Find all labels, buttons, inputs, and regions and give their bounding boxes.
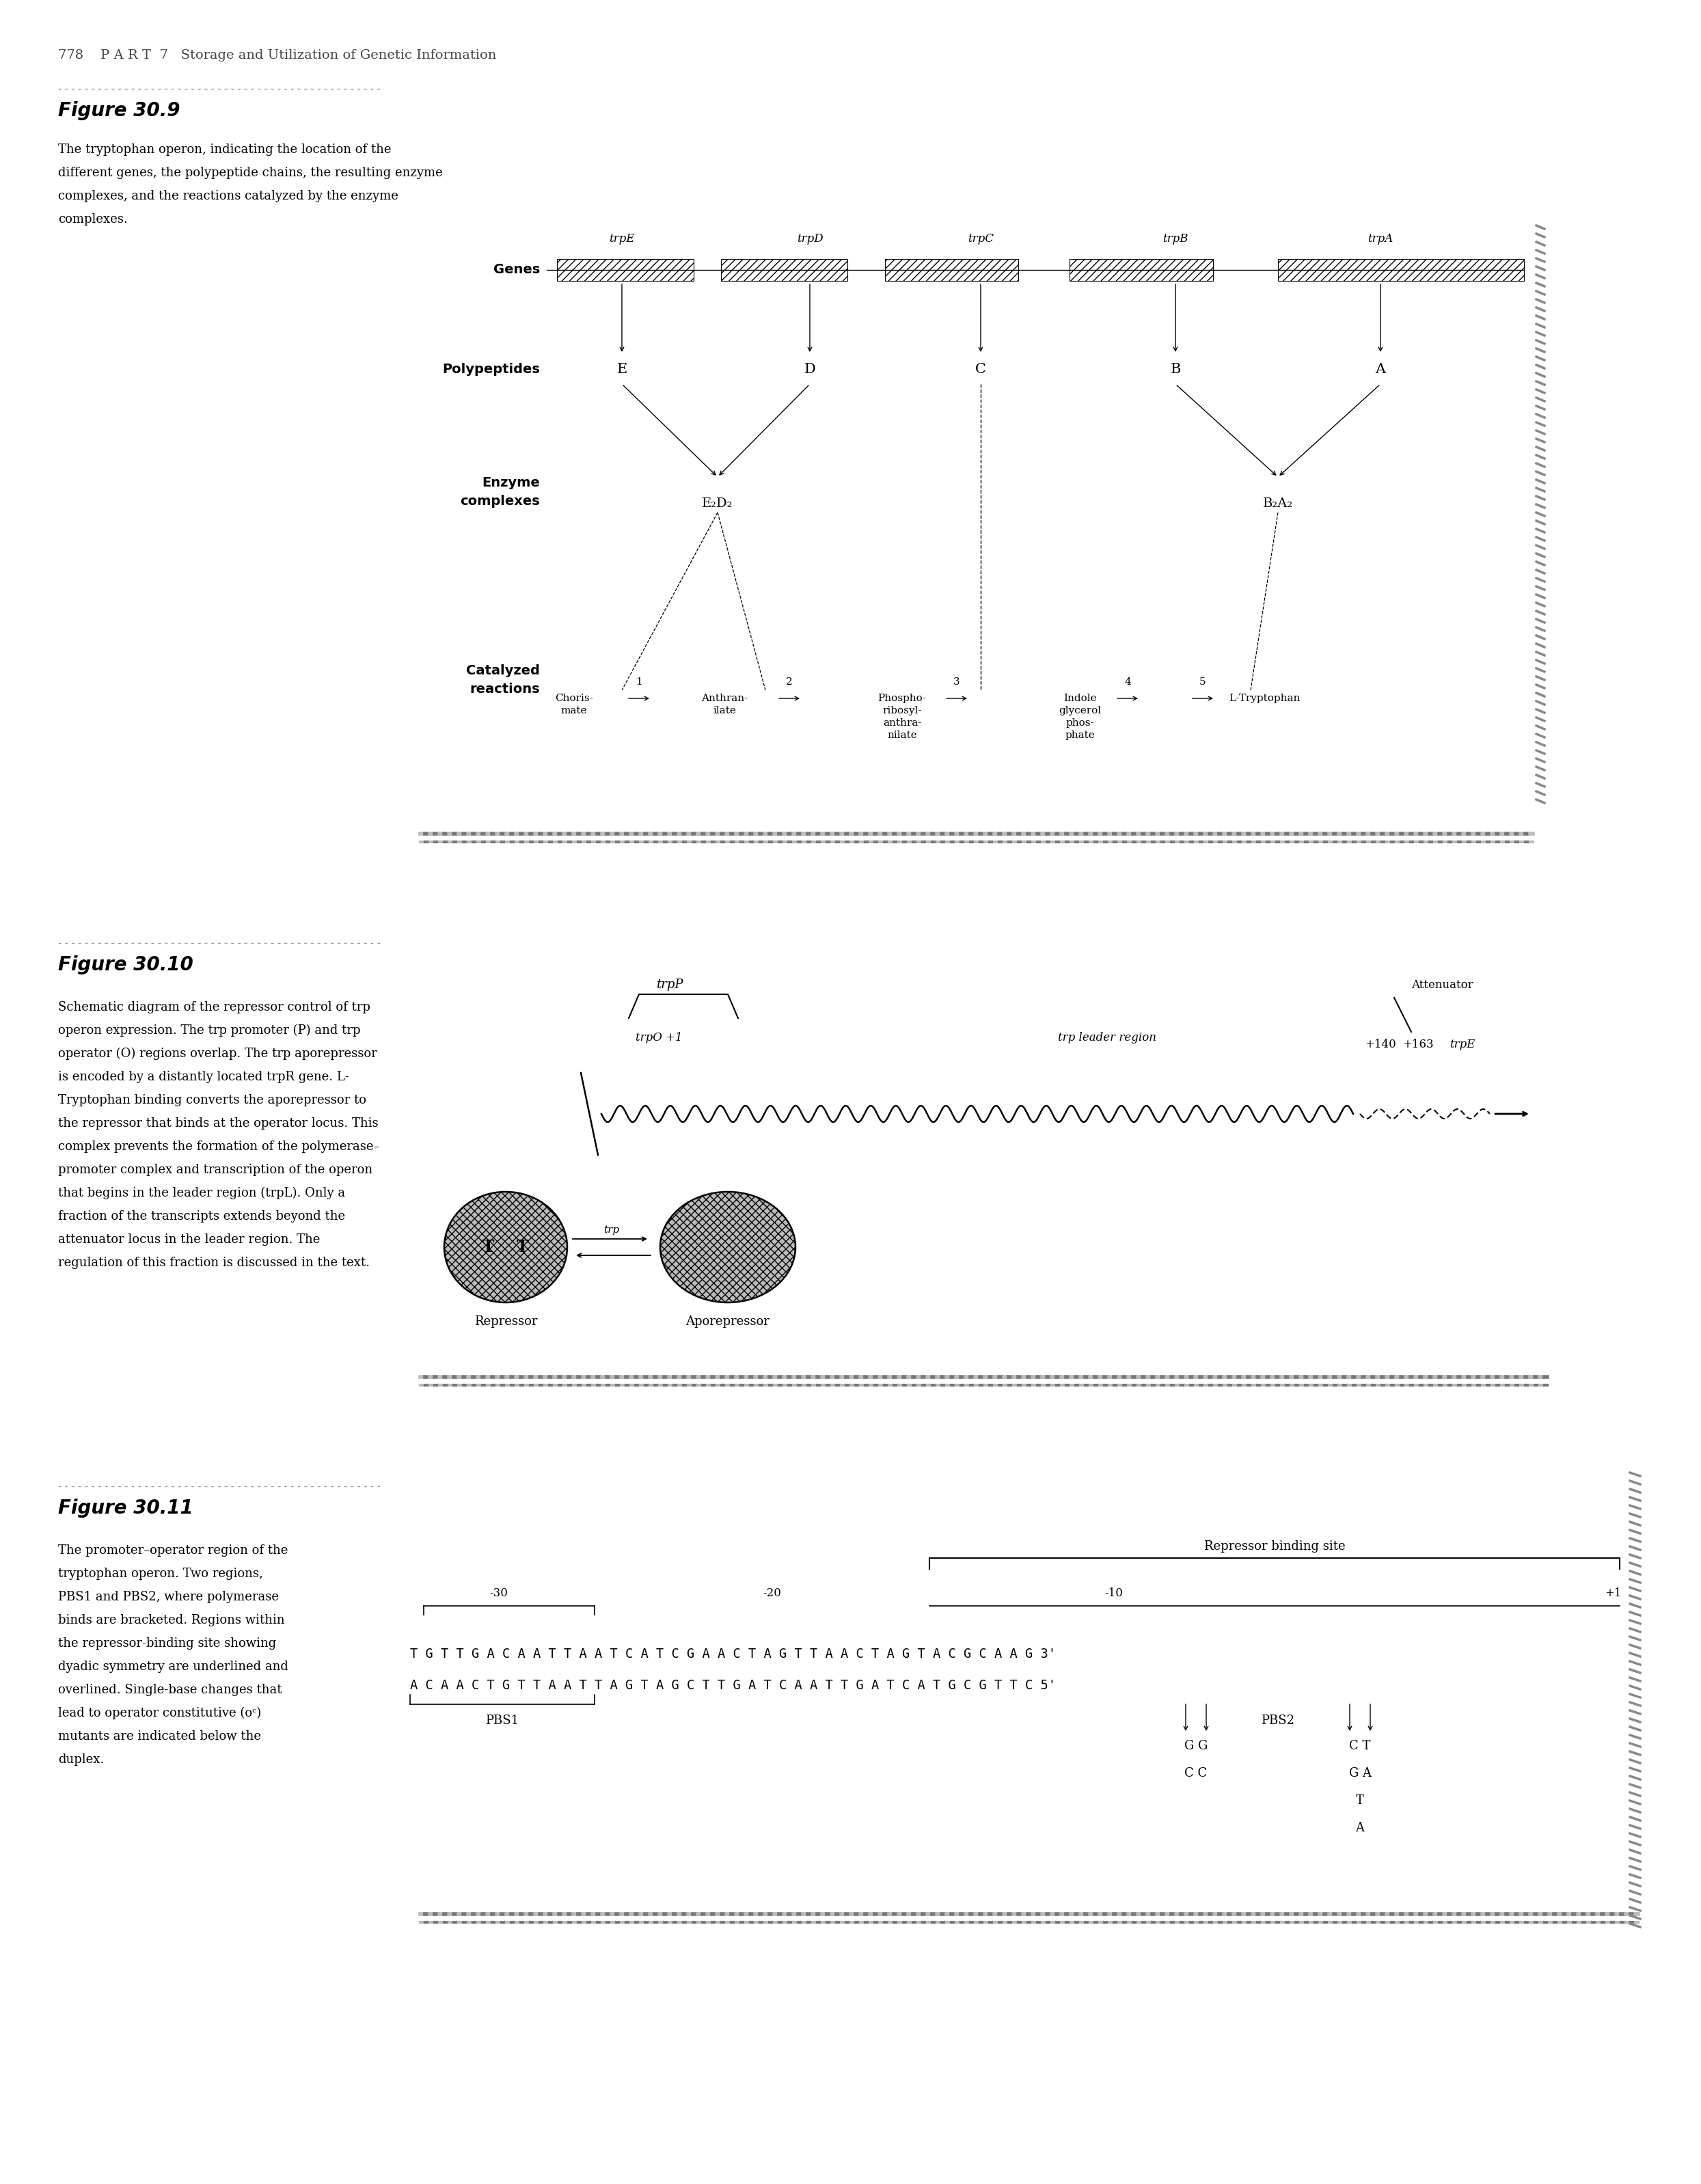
Text: A C A A C T G T T A A T T A G T A G C T T G A T C A A T T G A T C A T G C G T T : A C A A C T G T T A A T T A G T A G C T …: [410, 1679, 1056, 1693]
Ellipse shape: [444, 1192, 566, 1302]
Text: Polypeptides: Polypeptides: [442, 363, 539, 376]
Text: trp: trp: [604, 1225, 619, 1234]
Text: Genes: Genes: [493, 264, 539, 277]
Text: G A: G A: [1349, 1767, 1371, 1780]
Text: 2: 2: [786, 677, 793, 686]
Text: C C: C C: [1184, 1767, 1208, 1780]
Text: dyadic symmetry are underlined and: dyadic symmetry are underlined and: [58, 1660, 287, 1673]
Text: binds are bracketed. Regions within: binds are bracketed. Regions within: [58, 1614, 284, 1627]
Ellipse shape: [660, 1192, 796, 1302]
Text: Anthran-
ilate: Anthran- ilate: [701, 695, 748, 716]
Text: operator (O) regions overlap. The trp aporepressor: operator (O) regions overlap. The trp ap…: [58, 1048, 378, 1059]
Text: L-Tryptophan: L-Tryptophan: [1228, 695, 1300, 703]
Text: 3: 3: [954, 677, 959, 686]
Text: T: T: [517, 1238, 529, 1256]
Bar: [556, 260, 694, 282]
Text: 5: 5: [1199, 677, 1206, 686]
Text: T: T: [483, 1238, 495, 1256]
Text: Schematic diagram of the repressor control of trp: Schematic diagram of the repressor contr…: [58, 1000, 371, 1013]
Text: fraction of the transcripts extends beyond the: fraction of the transcripts extends beyo…: [58, 1210, 345, 1223]
Text: is encoded by a distantly located trpR gene. L-: is encoded by a distantly located trpR g…: [58, 1070, 349, 1083]
Text: trpE: trpE: [1449, 1040, 1475, 1051]
Text: that begins in the leader region (trpL). Only a: that begins in the leader region (trpL).…: [58, 1186, 345, 1199]
Text: Figure 30.11: Figure 30.11: [58, 1498, 194, 1518]
Text: -10: -10: [1104, 1588, 1123, 1599]
Text: B₂A₂: B₂A₂: [1262, 498, 1293, 509]
Bar: [1070, 260, 1213, 282]
Text: trpO +1: trpO +1: [636, 1031, 682, 1044]
Text: Figure 30.9: Figure 30.9: [58, 100, 180, 120]
Text: Aporepressor: Aporepressor: [686, 1315, 771, 1328]
Text: complexes.: complexes.: [58, 214, 128, 225]
Text: duplex.: duplex.: [58, 1754, 104, 1767]
Text: -20: -20: [764, 1588, 781, 1599]
Text: trpC: trpC: [968, 234, 993, 245]
Text: operon expression. The trp promoter (P) and trp: operon expression. The trp promoter (P) …: [58, 1024, 361, 1037]
Text: mutants are indicated below the: mutants are indicated below the: [58, 1730, 260, 1743]
Text: trpD: trpD: [796, 234, 823, 245]
Bar: [885, 260, 1019, 282]
Text: tryptophan operon. Two regions,: tryptophan operon. Two regions,: [58, 1568, 264, 1579]
Text: A: A: [1356, 1821, 1364, 1835]
Text: D: D: [805, 363, 815, 376]
Text: E₂D₂: E₂D₂: [703, 498, 733, 509]
Text: PBS1 and PBS2, where polymerase: PBS1 and PBS2, where polymerase: [58, 1590, 279, 1603]
Text: +140: +140: [1364, 1040, 1397, 1051]
Text: E: E: [617, 363, 628, 376]
Text: Attenuator: Attenuator: [1410, 978, 1473, 992]
Text: +163: +163: [1403, 1040, 1434, 1051]
Text: trp leader region: trp leader region: [1058, 1031, 1157, 1044]
Text: Figure 30.10: Figure 30.10: [58, 954, 194, 974]
Text: complex prevents the formation of the polymerase–: complex prevents the formation of the po…: [58, 1140, 379, 1153]
Text: Phospho-
ribosyl-
anthra-
nilate: Phospho- ribosyl- anthra- nilate: [878, 695, 927, 740]
Text: C T: C T: [1349, 1741, 1371, 1752]
Text: Tryptophan binding converts the aporepressor to: Tryptophan binding converts the aporepre…: [58, 1094, 366, 1107]
Text: trpB: trpB: [1163, 234, 1189, 245]
Text: attenuator locus in the leader region. The: attenuator locus in the leader region. T…: [58, 1234, 320, 1245]
Text: Repressor: Repressor: [475, 1315, 538, 1328]
Text: B: B: [1170, 363, 1180, 376]
Text: different genes, the polypeptide chains, the resulting enzyme: different genes, the polypeptide chains,…: [58, 166, 442, 179]
Text: Catalyzed
reactions: Catalyzed reactions: [466, 664, 539, 695]
Text: promoter complex and transcription of the operon: promoter complex and transcription of th…: [58, 1164, 373, 1175]
Text: Choris-
mate: Choris- mate: [555, 695, 594, 716]
Text: +1: +1: [1604, 1588, 1621, 1599]
Text: overlined. Single-base changes that: overlined. Single-base changes that: [58, 1684, 282, 1697]
Text: 778    P A R T  7   Storage and Utilization of Genetic Information: 778 P A R T 7 Storage and Utilization of…: [58, 50, 497, 61]
Text: -30: -30: [490, 1588, 509, 1599]
Text: 1: 1: [636, 677, 643, 686]
Text: Enzyme
complexes: Enzyme complexes: [459, 476, 539, 507]
Text: T: T: [1356, 1795, 1364, 1806]
Bar: [1277, 260, 1524, 282]
Text: complexes, and the reactions catalyzed by the enzyme: complexes, and the reactions catalyzed b…: [58, 190, 398, 203]
Text: trpE: trpE: [609, 234, 634, 245]
Text: T G T T G A C A A T T A A T C A T C G A A C T A G T T A A C T A G T A C G C A A : T G T T G A C A A T T A A T C A T C G A …: [410, 1647, 1056, 1660]
Text: The promoter–operator region of the: The promoter–operator region of the: [58, 1544, 287, 1557]
Text: trpA: trpA: [1368, 234, 1393, 245]
Text: G G: G G: [1184, 1741, 1208, 1752]
Text: The tryptophan operon, indicating the location of the: The tryptophan operon, indicating the lo…: [58, 144, 391, 155]
Text: C: C: [975, 363, 987, 376]
Text: Indole
glycerol
phos-
phate: Indole glycerol phos- phate: [1058, 695, 1101, 740]
Text: trpP: trpP: [657, 978, 684, 992]
Bar: [721, 260, 847, 282]
Text: A: A: [1376, 363, 1386, 376]
Text: the repressor-binding site showing: the repressor-binding site showing: [58, 1638, 276, 1649]
Text: PBS2: PBS2: [1260, 1714, 1294, 1728]
Text: lead to operator constitutive (oᶜ): lead to operator constitutive (oᶜ): [58, 1708, 262, 1719]
Text: PBS1: PBS1: [485, 1714, 519, 1728]
Text: the repressor that binds at the operator locus. This: the repressor that binds at the operator…: [58, 1118, 378, 1129]
Text: regulation of this fraction is discussed in the text.: regulation of this fraction is discussed…: [58, 1256, 369, 1269]
Text: Repressor binding site: Repressor binding site: [1204, 1540, 1345, 1553]
Text: 4: 4: [1124, 677, 1131, 686]
